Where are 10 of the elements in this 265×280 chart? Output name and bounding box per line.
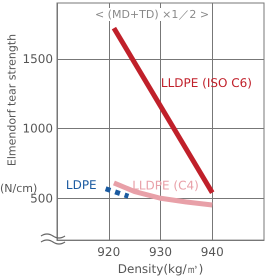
- x-tick-label: 920: [97, 245, 120, 260]
- y-tick-label: 1000: [22, 122, 53, 136]
- text: (N/cm): [0, 182, 38, 195]
- x-tick-label: 930: [149, 245, 172, 260]
- y-axis-title: Elmendorf tear strength: [6, 34, 18, 166]
- x-tick-label: 940: [200, 245, 224, 260]
- chart-title: < (MD+TD) ×1／2 >: [94, 8, 210, 21]
- series-label: LDPE: [66, 178, 97, 192]
- x-axis-title: Density(kg/㎥): [118, 262, 204, 276]
- y-tick-label: 1500: [22, 52, 53, 66]
